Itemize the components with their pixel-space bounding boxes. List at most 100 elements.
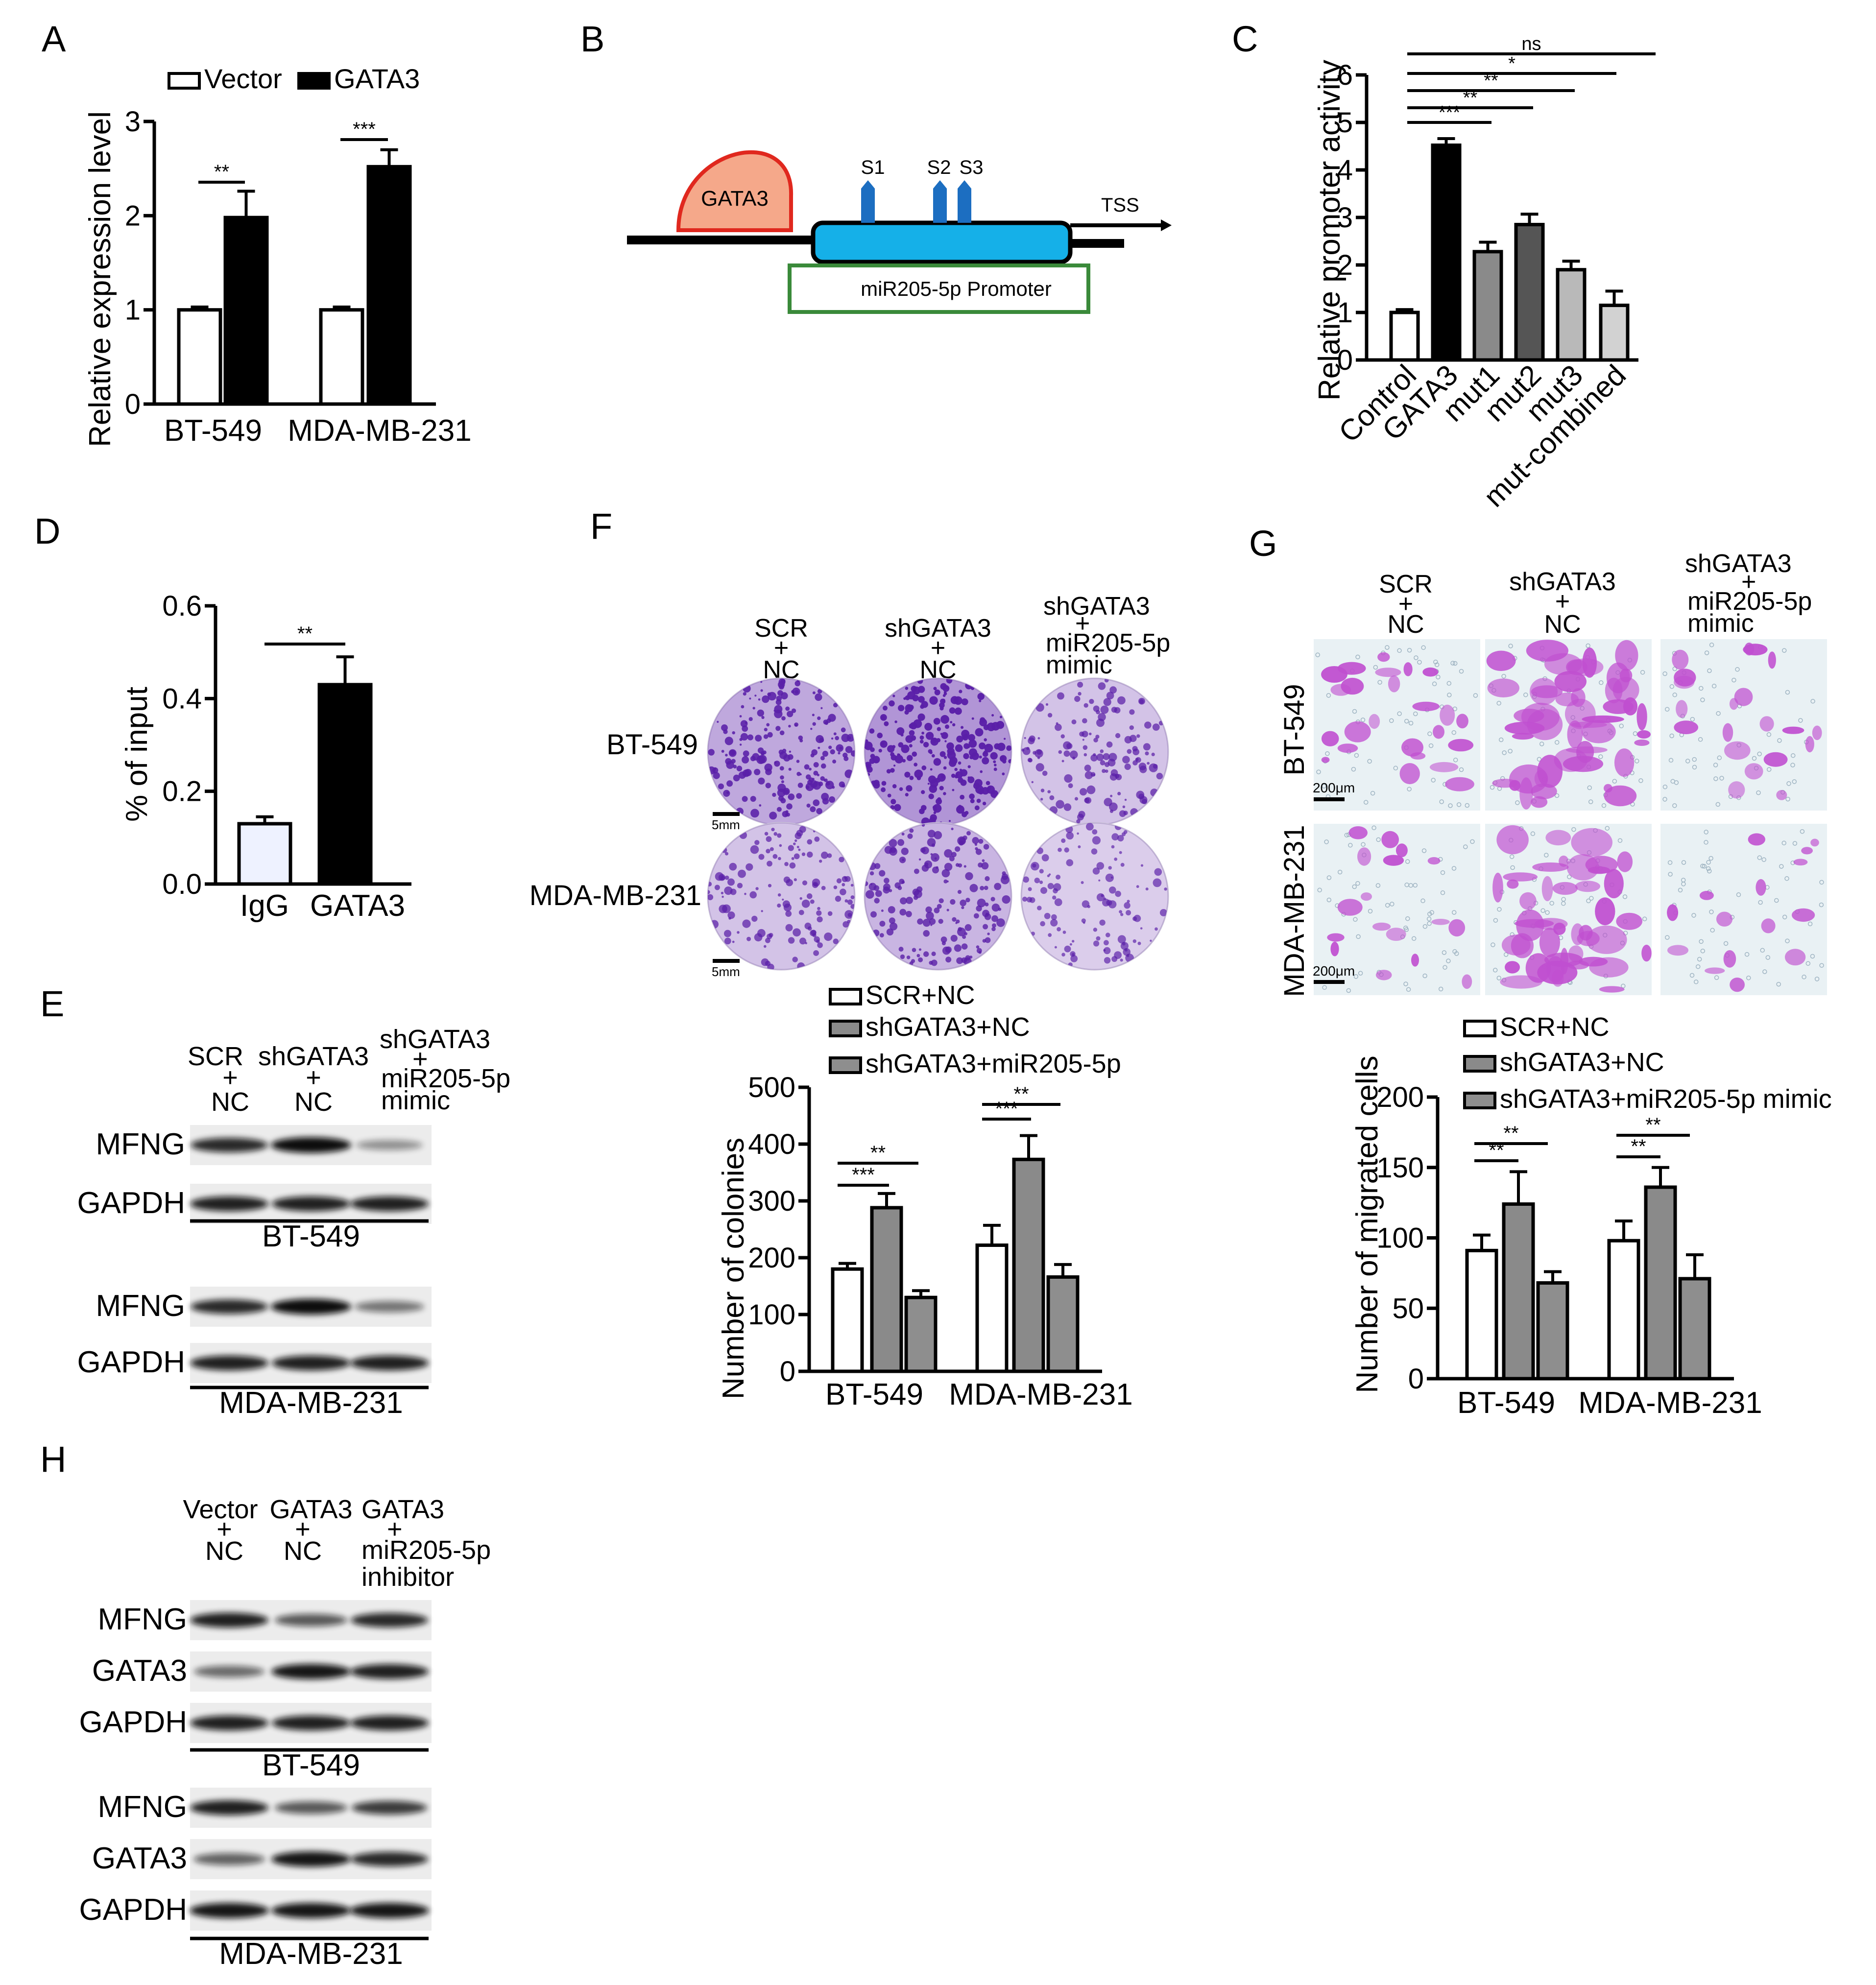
colony-dot [943,879,948,884]
migration-cell [1504,721,1545,735]
colony-dot [1047,874,1050,878]
colony-dot [889,917,895,924]
colony-dot [1077,813,1084,821]
colony-dot [913,719,922,728]
colony-dot [781,780,784,784]
colony-dot [813,770,818,776]
colony-dot [946,686,949,690]
blot-e-mdamb231-row-label: MFNG [96,1289,185,1323]
colony-dot [1028,758,1033,763]
migration-pore [1674,780,1679,785]
blot-e-cond2-line3: NC [294,1087,333,1117]
migration-pore [1344,833,1349,837]
colony-dot [1057,692,1064,700]
colony-dot [940,715,949,724]
colony-dot [978,838,984,844]
blot-h-cond2-line3: NC [284,1536,322,1566]
colony-dot [931,853,939,862]
migration-pore [1431,778,1436,783]
migration-cell [1341,677,1364,695]
colony-dot [1096,753,1104,761]
colony-dot [991,714,994,717]
colony-dot [743,692,746,696]
migration-pore [1700,863,1705,869]
migration-pore [1351,766,1356,772]
migration-pore [1446,958,1451,963]
colony-dot [758,755,767,764]
migration-pore [1509,854,1515,859]
colony-dot [991,927,996,932]
colony-dot [774,705,783,714]
colony-dot [979,755,982,759]
colony-dot [933,758,941,766]
migration-cell [1724,741,1751,760]
colony-dot [750,796,756,802]
chart-d-x-tick-label: GATA3 [310,889,405,923]
colony-dot [1081,881,1084,884]
blot-e-cond1-line3: NC [211,1087,249,1117]
colony-dot [1143,743,1151,751]
colony-dot [898,705,905,712]
migration-cell [1756,879,1766,896]
migration-pore [1463,844,1468,849]
colony-dot [956,773,959,776]
colony-dot [766,836,772,842]
colony-dot [1002,759,1007,764]
migration-cell [1532,862,1569,872]
migration-pore [1588,799,1593,804]
colony-dot [1047,713,1053,718]
colony-dot [900,733,904,737]
colony-dot [982,801,986,806]
colony-dot [714,767,717,770]
chart-d-y-axis-label: % of input [120,687,154,822]
colony-dot [746,936,751,941]
colony-dot [841,727,846,733]
colony-dot [758,854,765,860]
colony-dot [879,921,886,927]
colony-dot [1114,823,1122,830]
colony-dot [892,784,897,789]
colony-dot [923,741,929,748]
migration-cell [1636,703,1647,731]
colony-dot [929,960,933,965]
colony-dot [1093,940,1100,947]
colony-dot [764,728,768,732]
blot-e-mdamb231-band [271,1299,351,1315]
blot-h-cond1-line3: NC [205,1536,243,1566]
chart-g-bar [1536,1281,1569,1381]
migration-pore [1375,883,1381,888]
colony-dot [1108,900,1117,909]
colony-dot [991,722,1000,731]
migration-cell [1599,986,1625,993]
colony-dot [724,930,731,937]
migration-pore [1598,754,1603,759]
colony-dot [1057,927,1061,932]
colony-dot [974,913,979,919]
colony-dot [1156,772,1163,780]
colony-dot [752,707,755,710]
migration-cell [1486,650,1516,671]
colony-dot [1140,864,1144,867]
colony-dot [929,751,933,754]
migration-pore [1700,948,1706,954]
panel-label-h: H [40,1439,66,1480]
colony-well-stain [1021,823,1168,970]
colony-dot [1040,887,1047,894]
colony-cond3-line4: mimic [1046,651,1112,679]
colony-dot [786,803,793,810]
colony-dot [901,744,910,753]
migration-pore [1405,916,1410,921]
migration-cell [1616,912,1642,930]
migration-cell [1603,699,1634,714]
blot-h-mdamb231-band [350,1903,429,1918]
colony-dot [747,734,753,741]
colony-dot [1044,912,1051,919]
migration-cell [1433,725,1444,739]
colony-dot [1105,769,1108,773]
colony-dot [928,775,937,784]
colony-dot [792,957,798,962]
colony-dot [976,945,980,949]
colony-dot [831,737,834,740]
migration-pore [1452,949,1457,954]
colony-dot [890,922,898,931]
